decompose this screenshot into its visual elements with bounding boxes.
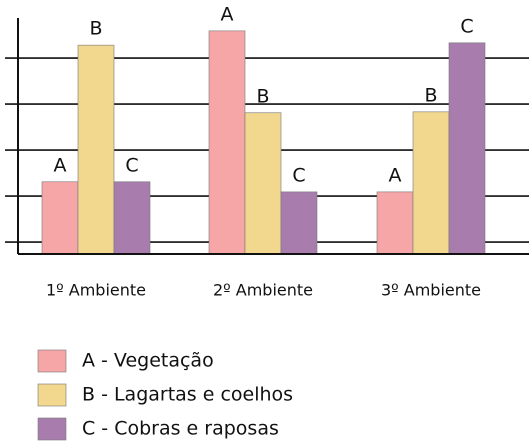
bar xyxy=(113,181,151,255)
legend-swatch xyxy=(37,417,67,441)
x-tick-label: 1º Ambiente xyxy=(46,281,146,300)
bar-label: A xyxy=(389,164,402,186)
bar xyxy=(376,191,414,255)
legend-swatch xyxy=(37,383,67,407)
bar-label: B xyxy=(256,85,269,107)
bar xyxy=(448,42,486,255)
legend-label: B - Lagartas e coelhos xyxy=(82,384,293,406)
bar-label: C xyxy=(460,15,473,37)
bar-label: C xyxy=(125,154,138,176)
bar-label: B xyxy=(424,84,437,106)
bar xyxy=(77,44,115,255)
legend-label: C - Cobras e raposas xyxy=(82,418,279,440)
bar xyxy=(412,111,450,255)
bar xyxy=(244,112,282,255)
bar-label: A xyxy=(54,154,67,176)
x-tick-label: 3º Ambiente xyxy=(381,281,481,300)
bar xyxy=(280,191,318,255)
bar-label: C xyxy=(292,164,305,186)
bar-label: A xyxy=(221,3,234,25)
bar xyxy=(41,181,79,255)
x-tick-label: 2º Ambiente xyxy=(213,281,313,300)
legend-label: A - Vegetação xyxy=(82,350,214,372)
legend-swatch xyxy=(37,349,67,373)
bar-label: B xyxy=(89,18,102,40)
bar xyxy=(208,30,246,255)
